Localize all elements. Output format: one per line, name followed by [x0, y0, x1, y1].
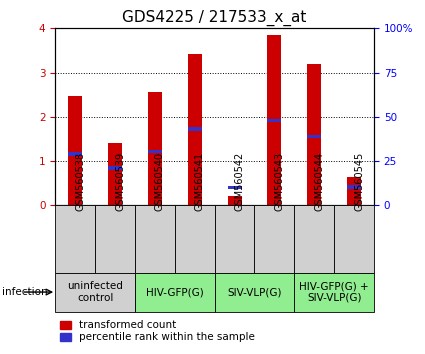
Bar	[267, 35, 281, 205]
FancyBboxPatch shape	[294, 273, 374, 312]
Text: GSM560539: GSM560539	[115, 152, 125, 211]
Bar	[108, 166, 122, 170]
Legend: transformed count, percentile rank within the sample: transformed count, percentile rank withi…	[60, 320, 255, 342]
FancyBboxPatch shape	[135, 205, 175, 273]
Bar	[148, 92, 162, 205]
Text: GSM560545: GSM560545	[354, 152, 364, 211]
FancyBboxPatch shape	[334, 205, 374, 273]
Title: GDS4225 / 217533_x_at: GDS4225 / 217533_x_at	[122, 9, 307, 25]
FancyBboxPatch shape	[55, 205, 95, 273]
Bar	[347, 177, 361, 205]
Bar	[188, 127, 202, 131]
Bar	[347, 185, 361, 188]
Bar	[148, 150, 162, 153]
Text: GSM560541: GSM560541	[195, 152, 205, 211]
Text: GSM560540: GSM560540	[155, 152, 165, 211]
Bar	[68, 96, 82, 205]
FancyBboxPatch shape	[135, 273, 215, 312]
Bar	[267, 119, 281, 122]
Bar	[188, 54, 202, 205]
Bar	[307, 135, 321, 138]
Text: GSM560543: GSM560543	[275, 152, 284, 211]
Text: HIV-GFP(G): HIV-GFP(G)	[146, 287, 204, 297]
Text: HIV-GFP(G) +
SIV-VLP(G): HIV-GFP(G) + SIV-VLP(G)	[299, 281, 369, 303]
Text: SIV-VLP(G): SIV-VLP(G)	[227, 287, 282, 297]
FancyBboxPatch shape	[255, 205, 294, 273]
Bar	[108, 143, 122, 205]
Bar	[227, 195, 241, 205]
FancyBboxPatch shape	[294, 205, 334, 273]
Text: uninfected
control: uninfected control	[67, 281, 123, 303]
FancyBboxPatch shape	[175, 205, 215, 273]
FancyBboxPatch shape	[55, 273, 135, 312]
FancyBboxPatch shape	[215, 273, 294, 312]
Text: infection: infection	[2, 287, 48, 297]
Bar	[68, 152, 82, 156]
Text: GSM560542: GSM560542	[235, 152, 244, 211]
Text: GSM560538: GSM560538	[75, 152, 85, 211]
FancyBboxPatch shape	[215, 205, 255, 273]
Text: GSM560544: GSM560544	[314, 152, 324, 211]
FancyBboxPatch shape	[95, 205, 135, 273]
Bar	[227, 186, 241, 189]
Bar	[307, 64, 321, 205]
